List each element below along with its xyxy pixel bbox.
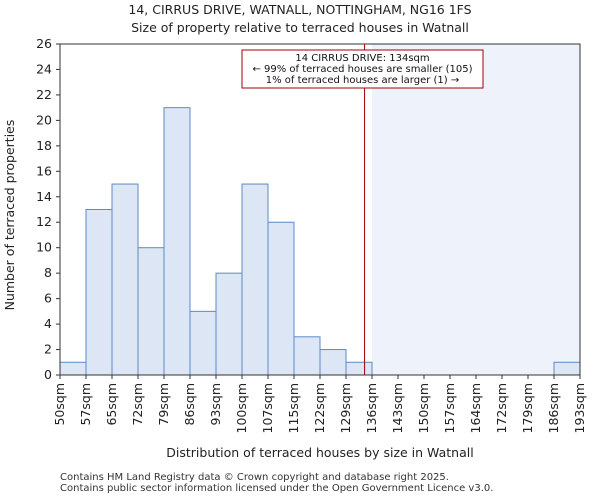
bar-100sqm [241,183,269,376]
x-tick-label: 136sqm [364,383,379,433]
footer-attribution-1: Contains HM Land Registry data © Crown c… [60,472,449,483]
x-tick-label: 100sqm [234,383,249,433]
x-tick-label: 86sqm [182,383,197,426]
footer-attribution-2: Contains public sector information licen… [60,483,494,494]
y-tick-label: 6 [44,291,52,306]
x-tick-label: 143sqm [390,383,405,433]
bar-72sqm [137,247,165,376]
x-tick-label: 65sqm [104,383,119,426]
x-tick-label: 122sqm [312,383,327,433]
y-tick-label: 22 [36,87,52,102]
y-tick-label: 14 [36,189,52,204]
x-tick-label: 107sqm [260,383,275,433]
y-tick-label: 12 [36,214,52,229]
bar-129sqm [345,361,373,376]
bar-50sqm [59,361,87,376]
x-tick-label: 57sqm [78,383,93,426]
x-tick-label: 72sqm [130,383,145,426]
y-axis-label: Number of terraced properties [2,120,17,311]
y-tick-label: 18 [36,138,52,153]
y-tick-label: 10 [36,240,52,255]
x-tick-label: 186sqm [546,383,561,433]
x-tick-label: 50sqm [52,383,67,426]
x-tick-label: 129sqm [338,383,353,433]
x-tick-label: 150sqm [416,383,431,433]
x-tick-label: 115sqm [286,383,301,433]
y-tick-label: 0 [44,367,52,382]
annotation-line-1: 14 CIRRUS DRIVE: 134sqm [295,53,429,64]
bar-122sqm [319,349,347,376]
larger-region [372,44,580,375]
y-tick-label: 24 [36,61,52,76]
bar-86sqm [189,310,217,376]
x-tick-label: 179sqm [520,383,535,433]
y-tick-label: 2 [44,342,52,357]
annotation-frame [241,49,484,89]
bar-93sqm [215,272,243,376]
y-tick-label: 20 [36,112,52,127]
y-tick-label: 16 [36,163,52,178]
bar-107sqm [267,221,295,376]
y-tick-label: 8 [44,265,52,280]
x-tick-label: 79sqm [156,383,171,426]
bar-65sqm [111,183,139,376]
annotation-line-3: 1% of terraced houses are larger (1) → [266,75,460,86]
x-tick-label: 193sqm [572,383,587,433]
annotation-box: 14 CIRRUS DRIVE: 134sqm ← 99% of terrace… [241,49,484,89]
bar-79sqm [163,107,191,376]
bar-186sqm [553,361,581,376]
x-axis-label: Distribution of terraced houses by size … [166,445,473,460]
annotation-line-2: ← 99% of terraced houses are smaller (10… [252,64,472,75]
x-tick-label: 172sqm [494,383,509,433]
y-tick-label: 26 [36,36,52,51]
x-tick-label: 157sqm [442,383,457,433]
chart-subtitle: Size of property relative to terraced ho… [131,20,469,35]
bar-115sqm [293,336,321,376]
chart-title: 14, CIRRUS DRIVE, WATNALL, NOTTINGHAM, N… [128,2,471,17]
bar-57sqm [85,209,113,376]
x-tick-label: 164sqm [468,383,483,433]
x-tick-label: 93sqm [208,383,223,426]
y-tick-label: 4 [44,316,52,331]
